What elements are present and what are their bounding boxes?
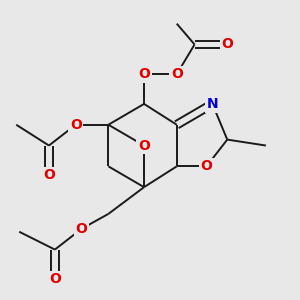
Text: O: O: [171, 67, 183, 81]
Text: O: O: [70, 118, 82, 132]
Text: N: N: [207, 97, 218, 111]
Text: O: O: [76, 222, 88, 236]
Text: O: O: [138, 67, 150, 81]
Text: O: O: [221, 38, 233, 52]
Text: O: O: [49, 272, 61, 286]
Text: O: O: [200, 159, 212, 173]
Text: O: O: [138, 139, 150, 152]
Text: O: O: [43, 168, 55, 182]
